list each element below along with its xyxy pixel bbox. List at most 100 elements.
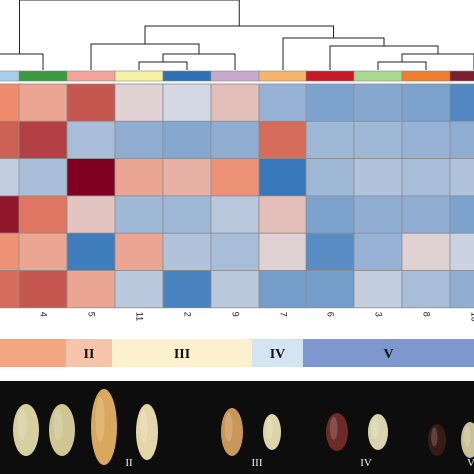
column-tick-label: 10 bbox=[470, 312, 474, 322]
grain-highlight bbox=[224, 412, 233, 442]
heatmap-cell bbox=[353, 158, 403, 197]
heatmap-cell bbox=[114, 83, 164, 122]
heatmap-cell bbox=[401, 83, 451, 122]
heatmap-cell bbox=[258, 83, 308, 122]
annotation-cell bbox=[449, 70, 474, 82]
annotation-cell bbox=[114, 70, 164, 82]
dendro-link bbox=[329, 45, 439, 70]
dendro-link bbox=[144, 25, 334, 44]
annotation-cell bbox=[0, 70, 21, 82]
heatmap-cell bbox=[210, 83, 260, 122]
rice-grain bbox=[326, 413, 348, 451]
column-tick-label: 6 bbox=[326, 312, 336, 317]
heatmap-cell bbox=[449, 83, 474, 122]
heatmap-cell bbox=[210, 270, 260, 309]
heatmap-grid bbox=[0, 83, 474, 309]
heatmap-cell bbox=[162, 158, 212, 197]
heatmap-cell bbox=[305, 270, 355, 309]
heatmap-cell bbox=[449, 120, 474, 160]
heatmap-cell bbox=[305, 158, 355, 197]
heatmap-cell bbox=[353, 232, 403, 271]
heatmap-cell bbox=[18, 158, 68, 197]
heatmap-cell bbox=[0, 270, 21, 309]
column-tick-label: 4 bbox=[39, 312, 49, 317]
photo-group-label: V bbox=[467, 457, 474, 469]
column-tick-label: 9 bbox=[231, 312, 241, 317]
heatmap-cell bbox=[66, 232, 116, 271]
group-segment bbox=[0, 339, 66, 367]
heatmap-cell bbox=[18, 120, 68, 160]
heatmap-cell bbox=[305, 83, 355, 122]
photo-group-label: IV bbox=[360, 457, 372, 469]
heatmap-cell bbox=[305, 232, 355, 271]
heatmap-cell bbox=[18, 270, 68, 309]
annotation-cell bbox=[258, 70, 308, 82]
heatmap-cell bbox=[162, 270, 212, 309]
group-segment bbox=[66, 339, 112, 367]
column-tick-labels: 4 5 11 2 9 7 6 3 8 10 bbox=[39, 312, 474, 322]
heatmap-cell bbox=[449, 270, 474, 309]
dendro-link bbox=[19, 0, 240, 54]
dendro-link bbox=[90, 43, 200, 70]
column-tick-label: 11 bbox=[135, 312, 145, 321]
rice-grain bbox=[461, 422, 474, 458]
column-tick-label: 3 bbox=[374, 312, 384, 317]
heatmap-cell bbox=[0, 195, 21, 234]
grain-highlight bbox=[464, 425, 471, 448]
dendro-link bbox=[0, 53, 44, 70]
heatmap-cell bbox=[18, 83, 68, 122]
rice-grain bbox=[136, 404, 158, 460]
dendro-link bbox=[282, 37, 385, 70]
grain-highlight bbox=[53, 409, 63, 441]
heatmap-cell bbox=[210, 232, 260, 271]
heatmap-cell bbox=[162, 232, 212, 271]
column-tick-label: 2 bbox=[183, 312, 193, 317]
rice-grain bbox=[428, 424, 446, 456]
rice-grain bbox=[221, 408, 243, 456]
rice-grain bbox=[13, 404, 39, 456]
group-label: III bbox=[174, 347, 190, 362]
heatmap-cell bbox=[353, 120, 403, 160]
heatmap-cell bbox=[0, 232, 21, 271]
annotation-cell bbox=[305, 70, 355, 82]
heatmap-cell bbox=[114, 120, 164, 160]
photo-group-label: II bbox=[125, 457, 133, 469]
heatmap-cell bbox=[305, 120, 355, 160]
photo-group-label: III bbox=[252, 457, 263, 469]
heatmap-cell bbox=[401, 270, 451, 309]
heatmap-cell bbox=[258, 232, 308, 271]
heatmap-cell bbox=[18, 195, 68, 234]
heatmap-cell bbox=[401, 232, 451, 271]
rice-grain bbox=[368, 414, 388, 450]
heatmap-cell bbox=[449, 158, 474, 197]
seed-photo: II III IV V bbox=[0, 381, 474, 474]
group-label: II bbox=[84, 347, 95, 362]
heatmap-cell bbox=[114, 158, 164, 197]
heatmap-cell bbox=[210, 195, 260, 234]
heatmap-cell bbox=[66, 120, 116, 160]
annotation-cell bbox=[66, 70, 116, 82]
annotation-cell bbox=[353, 70, 403, 82]
heatmap-cell bbox=[162, 195, 212, 234]
heatmap-cell bbox=[18, 232, 68, 271]
column-tick-label: 5 bbox=[87, 312, 97, 317]
heatmap-cell bbox=[353, 195, 403, 234]
column-tick-label: 8 bbox=[422, 312, 432, 317]
heatmap-cell bbox=[449, 195, 474, 234]
heatmap-cell bbox=[258, 120, 308, 160]
column-tick-label: 7 bbox=[279, 312, 289, 317]
heatmap-cell bbox=[258, 158, 308, 197]
group-label: V bbox=[383, 347, 393, 362]
dendro-link bbox=[377, 61, 427, 70]
heatmap-cell bbox=[305, 195, 355, 234]
heatmap-cell bbox=[449, 232, 474, 271]
group-label: IV bbox=[270, 347, 286, 362]
group-bar: II III IV V bbox=[0, 339, 474, 367]
annotation-cell bbox=[210, 70, 260, 82]
heatmap-cell bbox=[66, 158, 116, 197]
heatmap-cell bbox=[210, 158, 260, 197]
heatmap-cell bbox=[401, 120, 451, 160]
column-annotation-bar bbox=[0, 70, 474, 82]
heatmap-cell bbox=[0, 158, 21, 197]
